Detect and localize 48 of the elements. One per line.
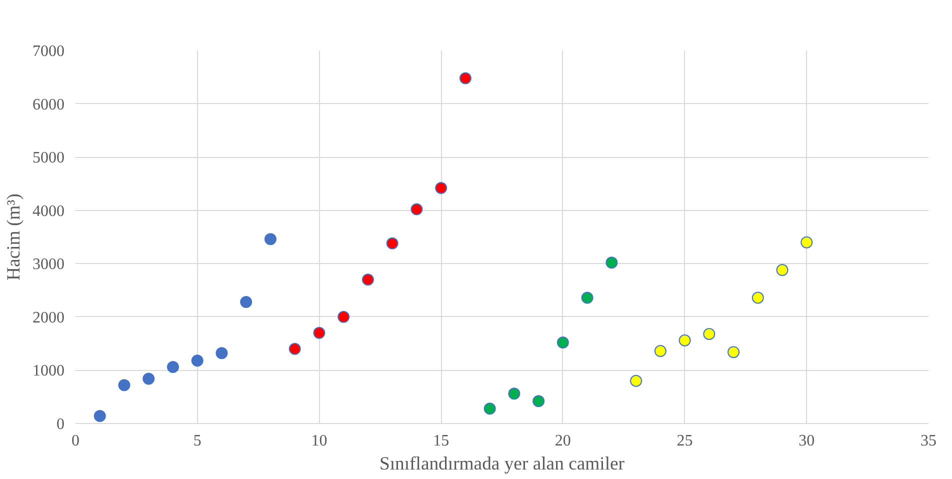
x-tick-label: 35 [920,432,936,450]
point [118,379,130,392]
point [386,237,398,250]
y-tick-label: 0 [56,416,64,433]
x-tick-label: 20 [554,432,571,450]
y-tick-label: 1000 [32,362,64,380]
point [556,336,569,348]
point [484,402,496,415]
point [264,233,276,246]
y-axis-title: Hacim (m³) [4,194,24,280]
point [728,346,740,358]
x-tick-label: 15 [433,432,450,450]
point [678,334,691,346]
point [752,292,764,304]
x-tick-label: 5 [193,432,202,450]
point [216,347,228,360]
y-tick-label: 4000 [32,202,64,220]
point [240,296,252,308]
x-tick-label: 25 [676,432,693,450]
point [94,410,106,422]
point [606,256,618,269]
point [800,236,813,248]
y-tick-label: 7000 [32,43,64,60]
point [776,264,788,276]
point [435,182,448,194]
point [166,361,179,374]
y-tick-label: 2000 [32,309,64,326]
point [191,354,204,367]
x-tick-label: 10 [311,432,328,450]
point [532,395,545,408]
point [630,374,642,387]
point [338,310,350,323]
point [508,388,520,400]
y-tick-label: 5000 [32,150,64,167]
x-tick-label: 30 [798,432,815,450]
y-tick-label: 6000 [32,96,64,114]
point [313,326,326,339]
point [410,203,423,216]
point [362,274,374,286]
x-axis-title: Sınıflandırmada yer alan camiler [379,454,626,474]
point [288,342,301,355]
x-tick-label: 0 [72,432,80,450]
point [581,292,594,304]
point [459,72,472,84]
point [654,345,666,358]
y-tick-label: 3000 [32,256,64,274]
point [703,328,716,340]
point [142,372,155,385]
